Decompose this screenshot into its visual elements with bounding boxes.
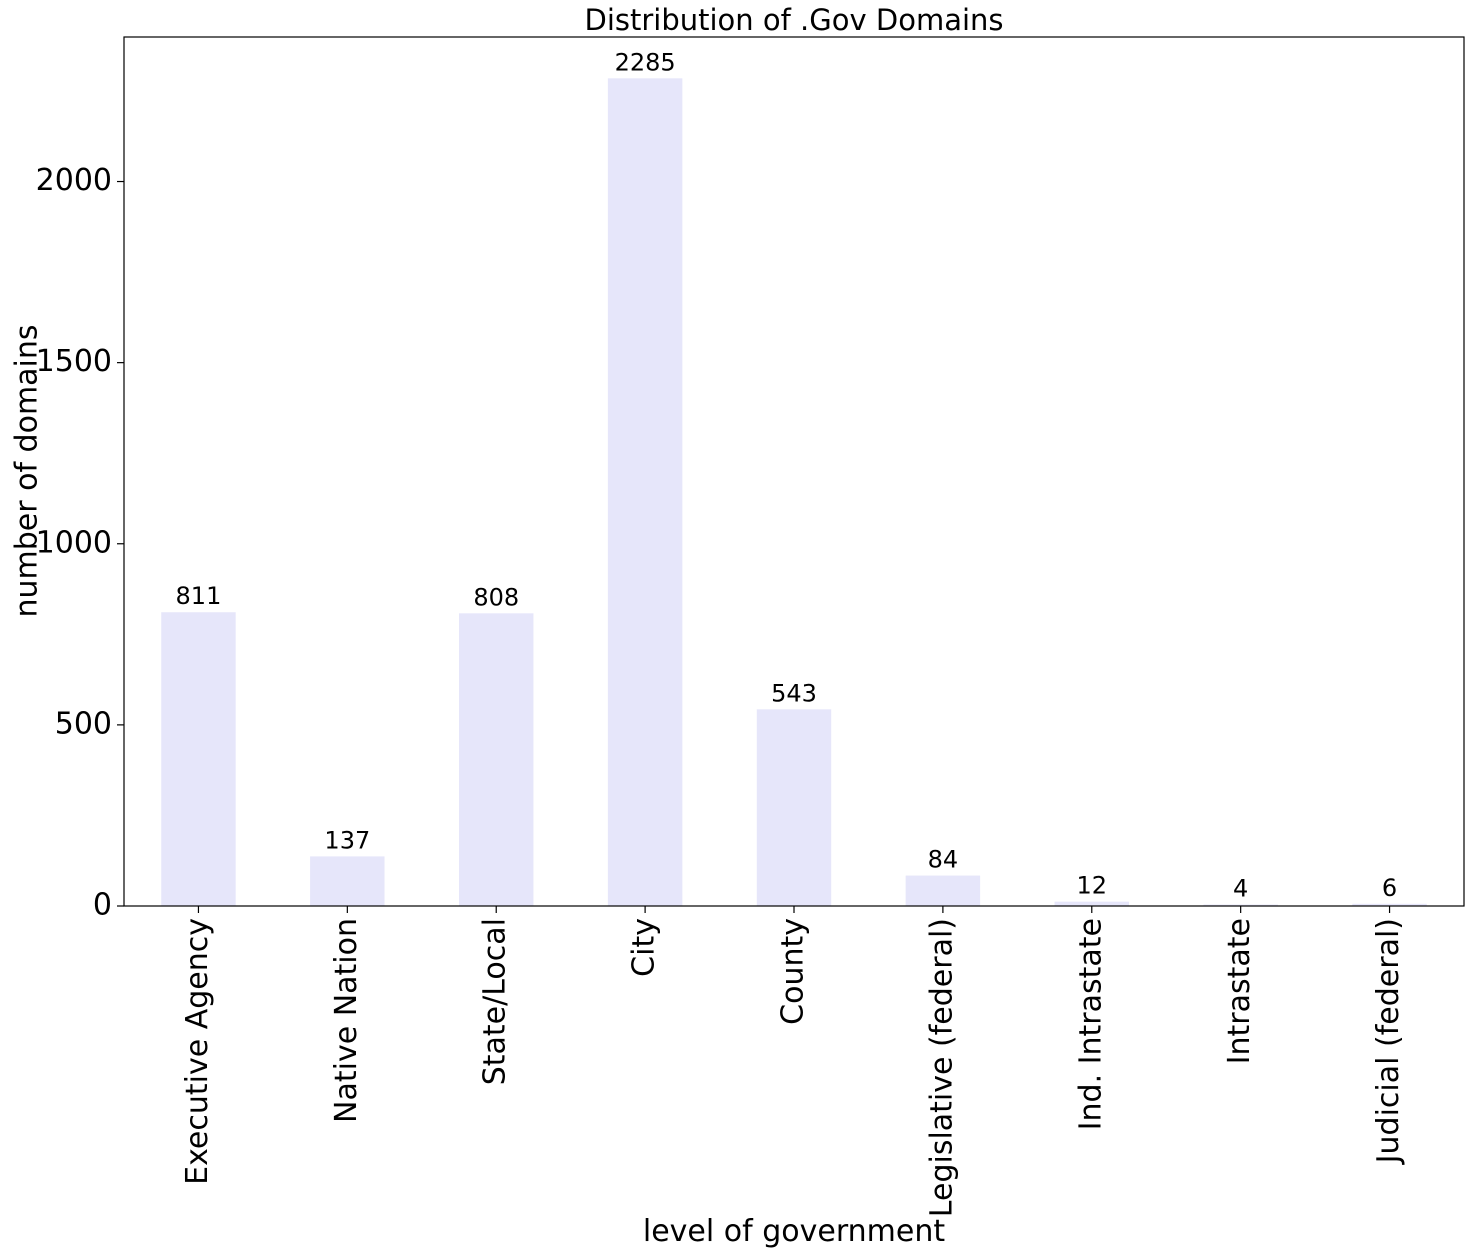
y-axis-label: number of domains (10, 324, 45, 617)
y-tick-label: 1500 (36, 344, 112, 379)
bar-data-label: 2285 (615, 48, 676, 76)
bar-data-label: 137 (324, 826, 370, 854)
y-tick-label: 1000 (36, 525, 112, 560)
bar (459, 613, 534, 906)
y-tick-label: 0 (93, 888, 112, 923)
x-tick-label: Ind. Intrastate (1073, 918, 1108, 1130)
bar-data-label: 6 (1382, 874, 1397, 902)
bar (1203, 904, 1278, 906)
y-tick-label: 500 (55, 706, 112, 741)
bar (1054, 901, 1129, 906)
bar (310, 856, 385, 906)
bar (161, 612, 236, 906)
x-axis: Executive Agency Native Nation State/Local… (180, 906, 1406, 1217)
x-tick-label: Intrastate (1222, 918, 1257, 1064)
chart-title: Distribution of .Gov Domains (584, 3, 1003, 37)
x-axis-label: level of government (643, 1214, 945, 1249)
bars-group (161, 78, 1427, 907)
bar (1352, 903, 1427, 906)
bar (905, 875, 981, 906)
x-tick-label: Native Nation (329, 918, 364, 1123)
bar-data-label: 84 (928, 846, 959, 874)
y-axis: 0 500 1000 1500 2000 (36, 163, 124, 923)
bar-data-label: 12 (1077, 872, 1108, 900)
x-tick-label: County (776, 918, 811, 1025)
bar-data-label: 4 (1233, 875, 1248, 903)
x-tick-label: Judicial (federal) (1371, 918, 1406, 1165)
bar-labels-group: 811 137 808 2285 543 84 12 4 6 (176, 48, 1398, 902)
bar-data-label: 808 (473, 583, 519, 611)
bar (607, 78, 683, 907)
x-tick-label: Executive Agency (180, 918, 215, 1185)
x-tick-label: State/Local (478, 918, 513, 1085)
x-tick-label: City (627, 918, 662, 977)
bar-data-label: 811 (176, 582, 222, 610)
bar-data-label: 543 (771, 679, 817, 707)
bar (756, 709, 832, 906)
x-tick-label: Legislative (federal) (924, 918, 959, 1217)
y-tick-label: 2000 (36, 163, 112, 198)
